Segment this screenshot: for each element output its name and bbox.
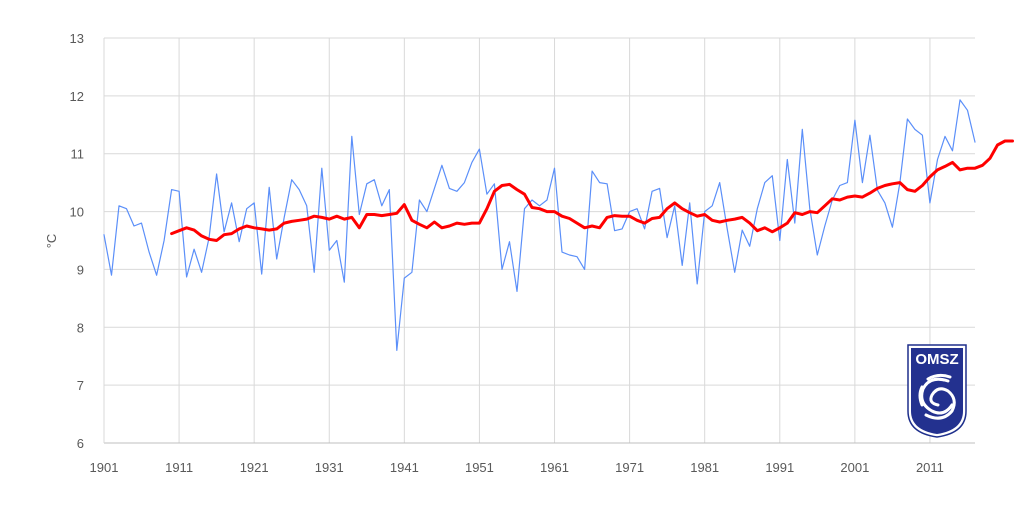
y-tick-label: 7 [77, 378, 84, 393]
y-axis-label: °C [44, 234, 59, 249]
series-line-smoothed [170, 139, 1014, 242]
x-tick-label: 1911 [165, 460, 193, 475]
omsz-logo: OMSZ [907, 344, 967, 438]
y-axis-tick-labels: 6 7 8 9 10 11 12 13 [70, 31, 84, 451]
series-group [103, 99, 1014, 351]
x-tick-label: 1941 [390, 460, 419, 475]
y-tick-label: 6 [77, 436, 84, 451]
y-tick-label: 13 [70, 31, 84, 46]
series-line-annual [103, 99, 976, 351]
x-tick-label: 1901 [90, 460, 119, 475]
x-tick-label: 1951 [465, 460, 494, 475]
x-tick-label: 1981 [690, 460, 719, 475]
grid [103, 37, 975, 444]
x-tick-label: 2011 [916, 460, 944, 475]
logo-text: OMSZ [915, 351, 958, 368]
y-tick-label: 12 [70, 89, 84, 104]
y-tick-label: 8 [77, 320, 84, 335]
x-tick-label: 2001 [840, 460, 869, 475]
x-tick-label: 1961 [540, 460, 569, 475]
y-tick-label: 10 [70, 205, 84, 220]
x-tick-label: 1921 [240, 460, 269, 475]
x-axis-tick-labels: 1901 1911 1921 1931 1941 1951 1961 1971 1981 1991… [90, 460, 944, 475]
x-tick-label: 1931 [315, 460, 344, 475]
y-tick-label: 9 [77, 262, 84, 277]
y-tick-label: 11 [71, 147, 85, 162]
x-tick-label: 1991 [765, 460, 794, 475]
cyclone-icon [918, 373, 956, 420]
x-tick-label: 1971 [615, 460, 644, 475]
